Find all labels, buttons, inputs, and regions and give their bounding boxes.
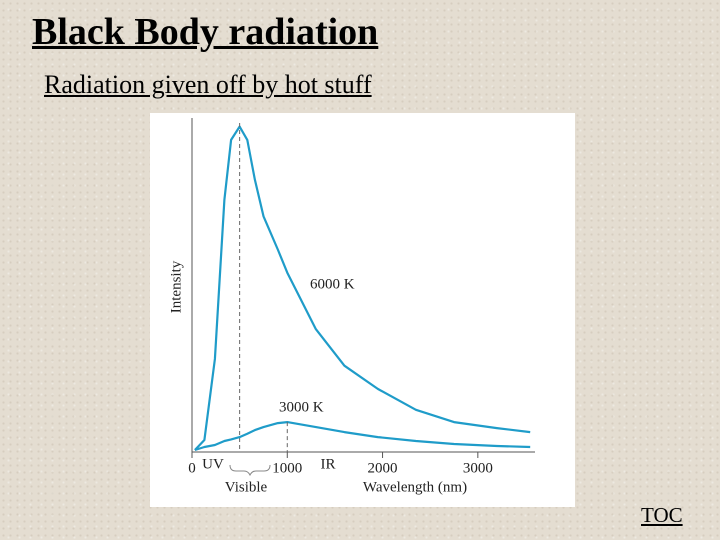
toc-link[interactable]: TOC: [641, 503, 683, 527]
x-tick-label: 2000: [368, 460, 398, 476]
annotation: Visible: [225, 479, 268, 495]
y-axis-label: Intensity: [168, 260, 184, 313]
x-tick-label: 1000: [272, 460, 302, 476]
annotation: IR: [321, 456, 336, 472]
series-label: 3000 K: [279, 399, 324, 415]
x-axis-label: Wavelength (nm): [363, 479, 467, 495]
visible-brace: [229, 464, 271, 477]
slide-subtitle: Radiation given off by hot stuff: [44, 70, 372, 99]
series-line: [194, 125, 531, 451]
x-tick-label: 0: [188, 460, 196, 476]
annotation: UV: [202, 456, 224, 472]
series-label: 6000 K: [310, 276, 355, 292]
series-line: [194, 421, 531, 452]
x-tick-label: 3000: [463, 460, 493, 476]
chart-background: [150, 113, 575, 507]
chart: 0 1000 2000 3000 Wavelength (nm) Intensity UV I…: [150, 113, 575, 507]
slide-title: Black Body radiation: [32, 11, 379, 53]
